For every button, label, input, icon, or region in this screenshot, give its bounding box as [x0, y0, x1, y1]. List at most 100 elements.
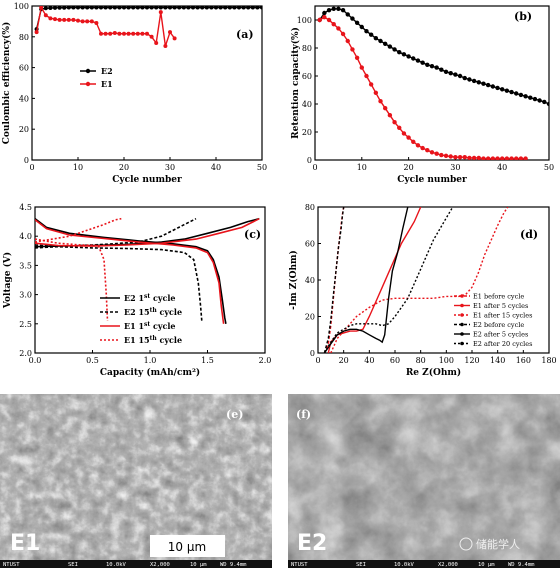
chart-b-y-tick-label: 80	[302, 44, 312, 53]
chart-d-x-tick-label: 100	[439, 356, 454, 365]
chart-a-series-0-point	[80, 6, 85, 10]
chart-a-series-0-point	[260, 6, 262, 10]
chart-a-series-1-point	[122, 31, 126, 36]
legend-c-label-0: E2 1st cycle	[124, 293, 175, 303]
chart-b-series-1-point	[364, 73, 369, 79]
sem-image-f: NTUST SEI 10.0kV X2,000 10 μm WD 9.4mm (…	[288, 394, 560, 568]
legend-c-label-suffix: cycle	[150, 293, 175, 303]
chart-b-series-0-point	[443, 69, 449, 75]
chart-b-series-1-point	[509, 156, 514, 160]
chart-a-x-tick-label: 0	[29, 163, 34, 172]
sem-footer-e-5: WD 9.4mm	[220, 562, 247, 568]
chart-b-series-1-point	[457, 155, 463, 160]
legend-c-label-sup: st	[144, 321, 150, 328]
chart-a-series-0-point	[108, 6, 113, 10]
chart-b-y-tick-label: 20	[302, 128, 312, 137]
chart-a-series-0-point	[140, 6, 145, 10]
chart-a-series-0-point	[57, 6, 62, 10]
chart-b-plot-area	[317, 6, 549, 160]
sem-footer-f-2: 10.0kV	[394, 562, 415, 568]
chart-b-series-1-point	[406, 135, 411, 140]
panel-label-a: (a)	[236, 28, 254, 41]
chart-b-x-axis-title: Cycle number	[397, 175, 467, 185]
chart-a-x-tick-label: 30	[165, 163, 175, 172]
chart-c-x-axis-title: Capacity (mAh/cm²)	[100, 367, 200, 378]
chart-a-series-0-point	[145, 6, 149, 10]
chart-b-series-0-point	[537, 98, 542, 103]
chart-panel-c: 0.0 0.5 1.0 1.5 2.0 2.0 2.5 3.0 3.5 4.0 4.5 Capacit…	[2, 203, 271, 378]
chart-a-series-0-point	[62, 6, 67, 10]
chart-d-x-axis-title: Re Z(Ohm)	[406, 367, 461, 378]
sem-footer-f-5: WD 9.4mm	[508, 562, 535, 568]
chart-b-series-0-point	[532, 96, 538, 102]
legend-c-label-suffix: cycle	[157, 335, 182, 345]
chart-b-series-0-point	[336, 6, 341, 11]
sem-image-f-texture	[288, 394, 560, 568]
chart-c-x-tick-label: 0.5	[86, 356, 99, 365]
chart-a-y-tick-label: 80	[19, 33, 29, 42]
chart-c-series-6-line	[35, 238, 109, 321]
chart-a-series-1-point	[158, 10, 163, 15]
legend-a-e1-label: E1	[101, 79, 113, 89]
sem-image-e: NTUST SEI 10.0kV X2,000 10 μm WD 9.4mm (…	[0, 394, 272, 568]
legend-d-label-5: E2 after 20 cycles	[473, 340, 532, 348]
sem-footer-f-0: NTUST	[291, 562, 308, 568]
chart-b-series-0-point	[359, 24, 364, 30]
chart-a-series-0-point	[163, 6, 168, 10]
chart-b-x-tick-label: 50	[544, 163, 554, 172]
chart-a-series-0-point	[241, 6, 246, 10]
chart-b-series-0-point	[420, 60, 425, 65]
chart-b-series-0-point	[345, 12, 350, 17]
scale-bar-box	[150, 535, 225, 557]
chart-a-series-1-point	[131, 31, 136, 36]
chart-d-series-2-line	[330, 207, 509, 353]
chart-b-series-1-point	[453, 155, 458, 160]
chart-b-series-0-point	[462, 75, 467, 81]
chart-a-series-1-point	[99, 31, 103, 36]
chart-b-series-0-point	[453, 72, 458, 77]
chart-d-series-1-line	[327, 207, 422, 353]
chart-b-series-0-point	[368, 32, 374, 37]
watermark-icon	[459, 537, 473, 551]
chart-b-series-0-point	[331, 6, 336, 11]
chart-a-series-0-point	[154, 6, 159, 10]
chart-b-series-1-point	[383, 106, 388, 111]
chart-b-series-1-point	[523, 156, 528, 160]
chart-b-series-1-point	[359, 65, 364, 70]
chart-a-series-0-point	[135, 6, 140, 10]
legend-a: E2 E1	[80, 66, 113, 89]
chart-b-series-0-point	[350, 16, 355, 21]
watermark-text: 储能学人	[476, 537, 520, 551]
chart-b-x-tick-label: 10	[357, 163, 367, 172]
chart-b-series-1-point	[326, 17, 332, 23]
chart-a-series-0-point	[237, 6, 241, 10]
chart-d-y-tick-label: 60	[305, 240, 315, 249]
chart-c-plot-area	[35, 217, 260, 324]
chart-a-series-1-point	[140, 31, 145, 36]
chart-b-series-1-point	[415, 143, 421, 148]
panel-label-b: (b)	[514, 10, 532, 23]
legend-c-label-sup: st	[144, 293, 150, 300]
chart-b-series-0-point	[364, 29, 369, 34]
chart-b-series-1-point	[378, 99, 383, 104]
chart-a-series-0-point	[191, 6, 195, 10]
chart-d-plot-area	[323, 207, 509, 353]
chart-b-series-0-point	[340, 8, 346, 13]
legend-a-e2-label: E2	[101, 66, 113, 76]
chart-b-series-1-point	[331, 22, 336, 27]
chart-c-y-tick-label: 3.5	[19, 261, 32, 270]
chart-b-series-0-point	[373, 36, 379, 41]
chart-b-y-axis-title: Retention capacity(%)	[290, 27, 301, 139]
chart-b-x-tick-label: 30	[450, 163, 460, 172]
chart-b-series-0-point	[509, 89, 514, 95]
chart-b-frame	[314, 5, 550, 161]
chart-a-series-0-point	[255, 6, 260, 10]
chart-a-series-0-point	[195, 6, 200, 10]
legend-d-marker-1	[460, 303, 464, 308]
chart-a-series-0-point	[204, 6, 209, 10]
chart-a-series-0-point	[117, 6, 122, 10]
chart-a-series-0-point	[71, 6, 76, 10]
chart-a-series-0-point	[181, 6, 186, 10]
panel-label-c: (c)	[244, 228, 261, 241]
legend-a-e1-marker	[85, 81, 91, 87]
